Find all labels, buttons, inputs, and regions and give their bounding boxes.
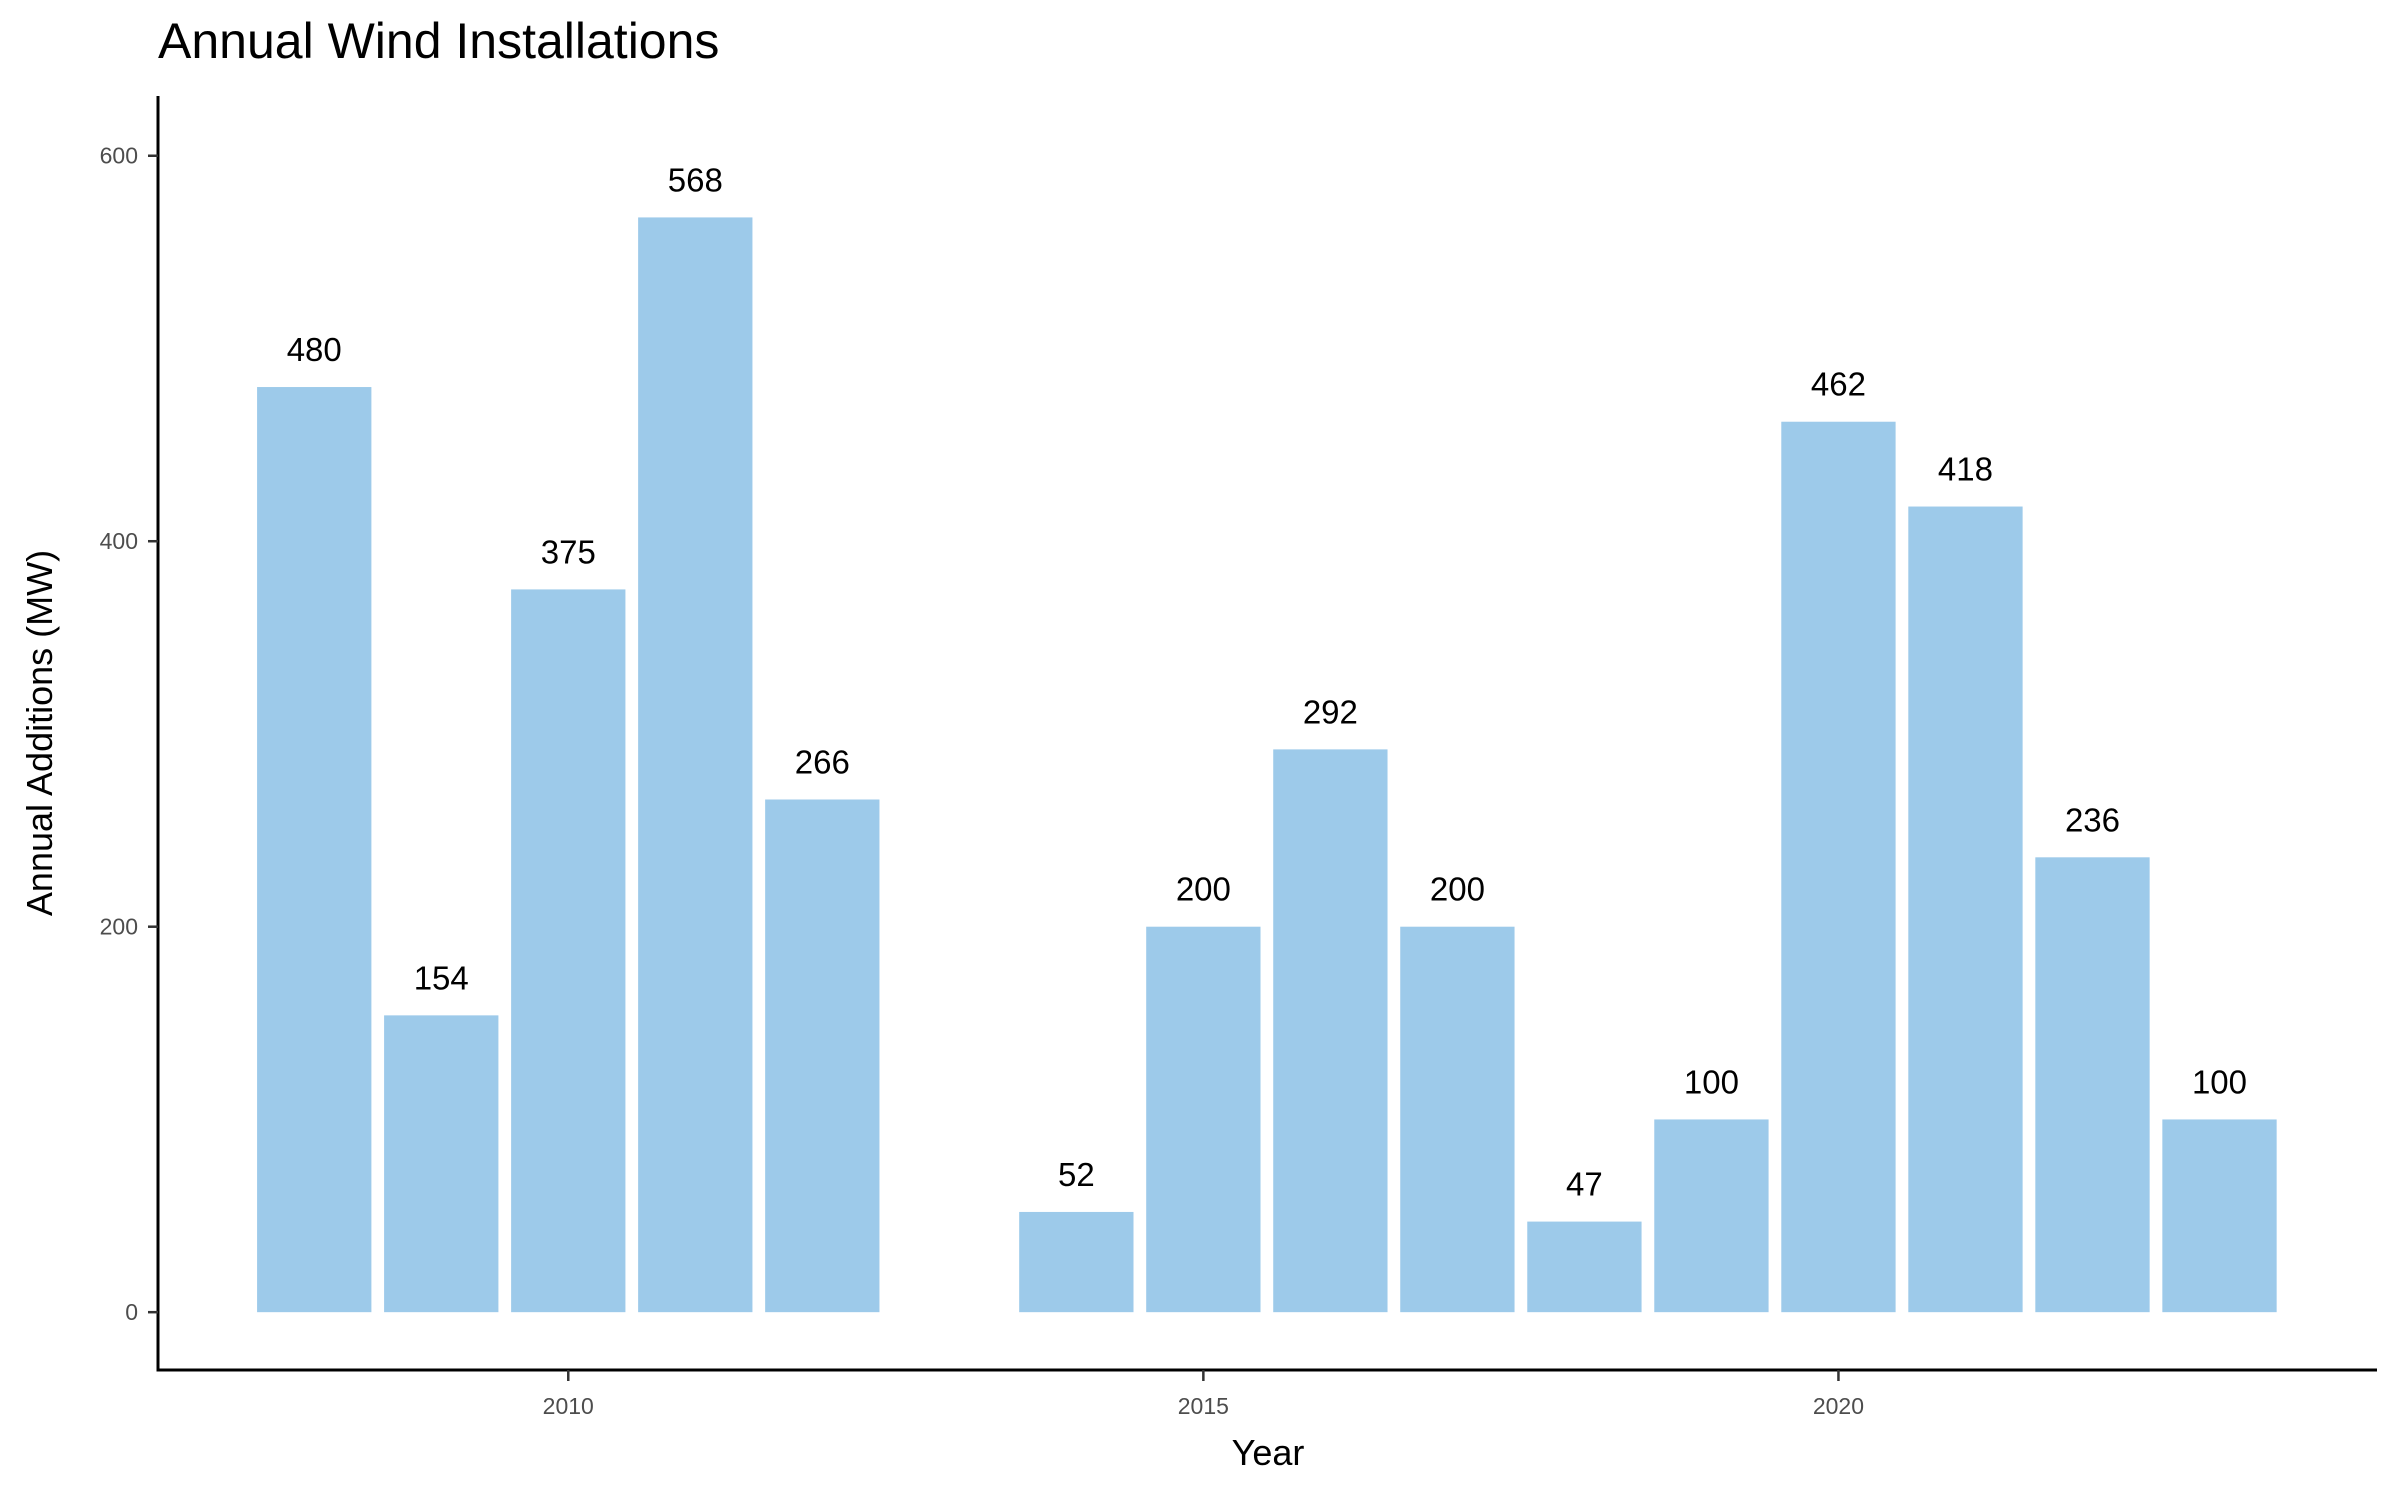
x-axis-title: Year <box>1232 1432 1305 1473</box>
y-tick-label: 0 <box>125 1299 138 1325</box>
bar-2018 <box>1527 1221 1642 1313</box>
y-tick-label: 200 <box>100 914 138 940</box>
bar-2017 <box>1400 926 1515 1313</box>
data-label-2023: 100 <box>2192 1063 2247 1100</box>
data-label-2016: 292 <box>1303 693 1358 730</box>
data-label-2020: 462 <box>1811 366 1866 403</box>
bar-2015 <box>1146 926 1261 1313</box>
data-label-2012: 266 <box>795 743 850 780</box>
bar-2008 <box>257 387 372 1313</box>
data-label-2018: 47 <box>1566 1166 1603 1203</box>
bar-2014 <box>1019 1211 1134 1313</box>
bar-2016 <box>1273 749 1388 1313</box>
x-tick-label: 2020 <box>1813 1393 1864 1419</box>
chart-title: Annual Wind Installations <box>158 13 719 69</box>
bar-2010 <box>511 589 626 1313</box>
data-label-2009: 154 <box>414 959 469 996</box>
bar-2011 <box>638 217 753 1313</box>
x-tick-label: 2010 <box>543 1393 594 1419</box>
bar-2012 <box>765 799 880 1313</box>
bar-2009 <box>384 1015 499 1313</box>
bar-2021 <box>1908 506 2023 1313</box>
bar-2023 <box>2162 1119 2277 1313</box>
data-label-2019: 100 <box>1684 1063 1739 1100</box>
bar-2020 <box>1781 421 1896 1313</box>
data-label-2008: 480 <box>287 331 342 368</box>
data-label-2022: 236 <box>2065 801 2120 838</box>
bar-2019 <box>1654 1119 1769 1313</box>
bar-2022 <box>2035 857 2150 1313</box>
x-tick-label: 2015 <box>1178 1393 1229 1419</box>
data-label-2017: 200 <box>1430 871 1485 908</box>
data-label-2014: 52 <box>1058 1156 1095 1193</box>
data-label-2021: 418 <box>1938 451 1993 488</box>
data-label-2011: 568 <box>668 161 723 198</box>
y-axis-title: Annual Additions (MW) <box>19 550 60 916</box>
data-label-2015: 200 <box>1176 871 1231 908</box>
data-label-2010: 375 <box>541 533 596 570</box>
y-tick-label: 600 <box>100 143 138 169</box>
y-tick-label: 400 <box>100 528 138 554</box>
